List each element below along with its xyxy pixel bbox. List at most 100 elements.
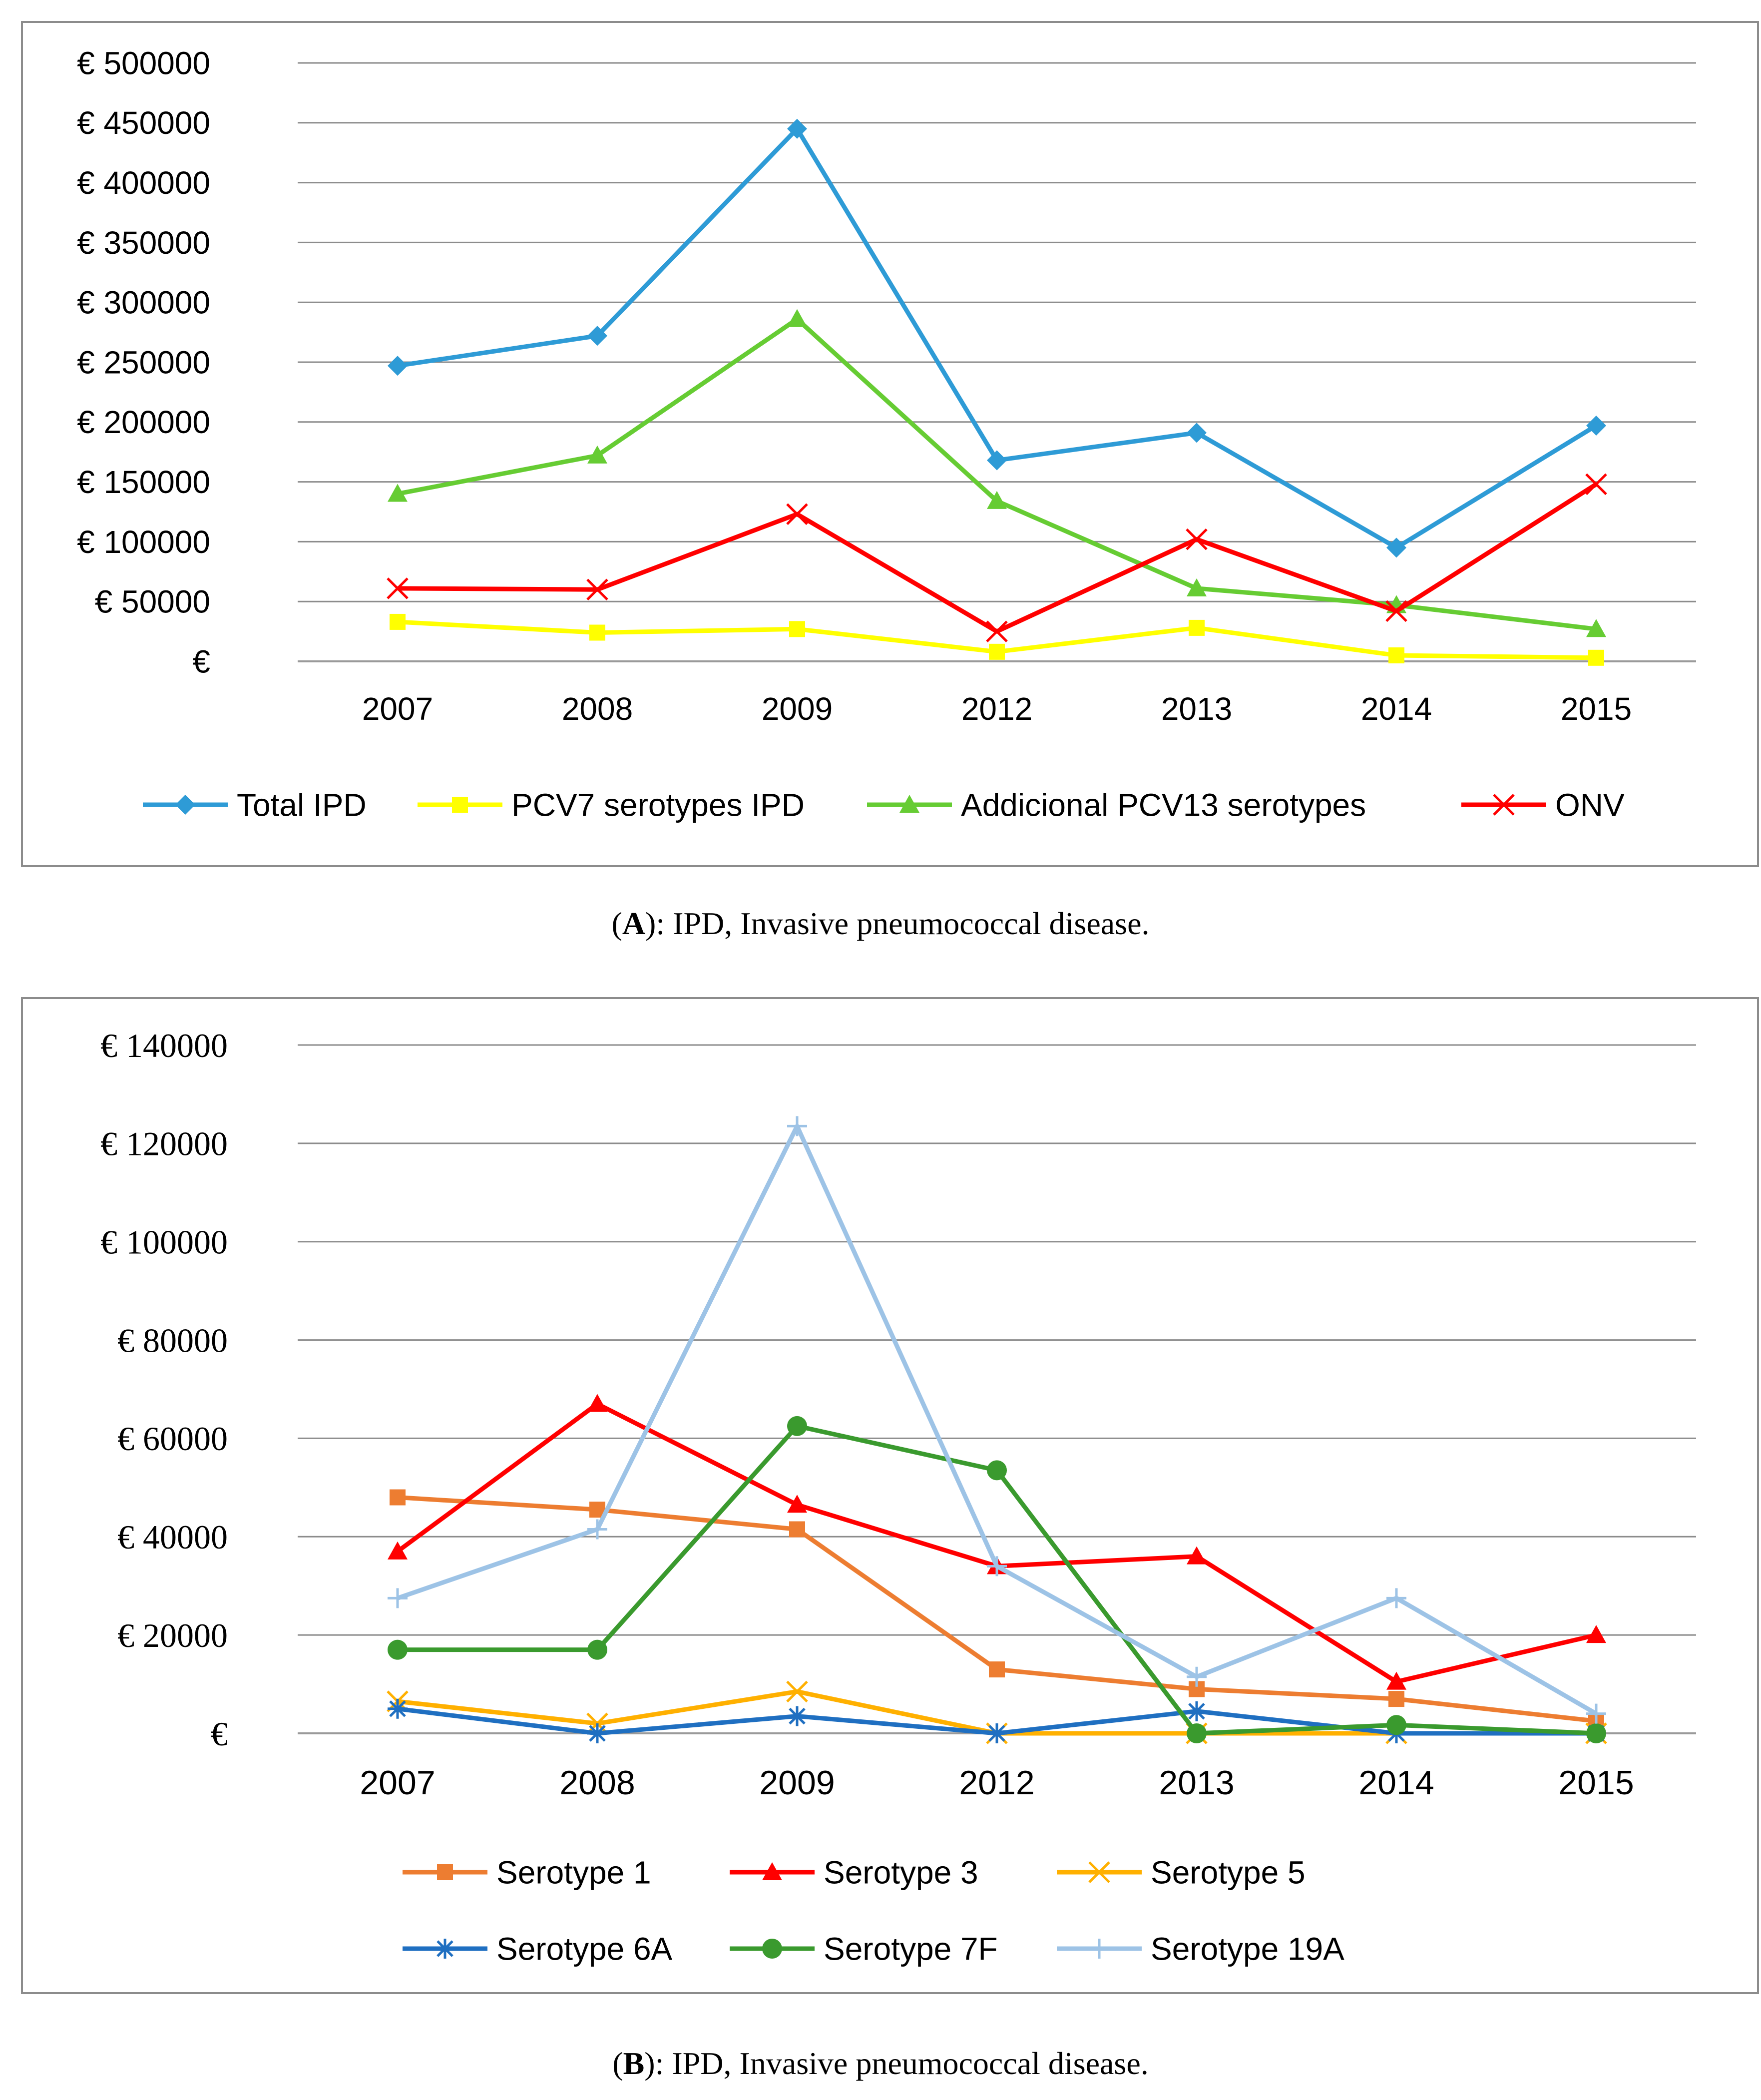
data-point [1187, 1666, 1207, 1687]
data-point [789, 1521, 805, 1538]
plot-area: € € 20000 € 40000 € 60000 € 80000 € 100000 € 1… [100, 1027, 1696, 1802]
chart-b-svg: € € 20000 € 40000 € 60000 € 80000 € 100000 € 1… [100, 1027, 1696, 1967]
chart-panel-b: € € 20000 € 40000 € 60000 € 80000 € 100000 € 1… [21, 997, 1759, 1994]
chart-a-svg: € € 50000 € 100000 € 150000 € 200000 € 250000… [77, 45, 1696, 823]
data-point [787, 1495, 807, 1513]
data-point [989, 1661, 1005, 1678]
plot-area: € € 50000 € 100000 € 150000 € 200000 € 250000… [77, 45, 1696, 727]
y-tick-label: € 40000 [117, 1518, 228, 1556]
legend-label: Addicional PCV13 serotypes [961, 787, 1366, 823]
y-tick-label: € 100000 [100, 1223, 228, 1261]
data-point [987, 491, 1007, 509]
legend-marker [899, 795, 919, 813]
legend-label: Serotype 19A [1151, 1931, 1344, 1967]
data-point [1588, 649, 1604, 666]
y-tick-label: € 250000 [77, 344, 210, 380]
series-onv [387, 473, 1607, 642]
data-point [1586, 415, 1606, 436]
y-tick-label: € 80000 [117, 1321, 228, 1359]
data-point [1187, 1546, 1207, 1565]
series-addicional-pcv13-serotypes [388, 309, 1606, 637]
series-serotype-19a [388, 1116, 1606, 1724]
x-tick-label: 2007 [360, 1764, 435, 1802]
data-point [1586, 619, 1606, 637]
data-point [1187, 578, 1207, 596]
legend-item-serotype-7f: Serotype 7F [730, 1931, 998, 1967]
data-point [388, 1541, 408, 1560]
y-tick-label: € 20000 [117, 1616, 228, 1654]
series-line [396, 1402, 1597, 1684]
data-point [388, 1588, 408, 1608]
data-point [1386, 1671, 1406, 1690]
caption-b-text: ): IPD, Invasive pneumococcal disease. [644, 2046, 1149, 2081]
x-tick-label: 2012 [959, 1764, 1034, 1802]
data-point [786, 1680, 808, 1703]
data-point [1388, 647, 1404, 664]
data-point [987, 1723, 1007, 1743]
data-point [1585, 473, 1607, 496]
y-tick-label: € 300000 [77, 285, 210, 321]
series-serotype-1 [390, 1489, 1604, 1729]
legend-item-serotype-6a: Serotype 6A [403, 1931, 673, 1967]
series-line [397, 126, 1598, 550]
data-point [787, 1416, 807, 1436]
series-line [397, 317, 1597, 631]
legend-marker [435, 1939, 455, 1959]
data-point [787, 1706, 807, 1726]
data-point [587, 326, 607, 346]
y-tick-label: € 60000 [117, 1420, 228, 1458]
x-tick-label: 2008 [559, 1764, 635, 1802]
series-pcv7-serotypes-ipd [390, 613, 1604, 666]
data-point [1386, 1715, 1406, 1735]
data-point [587, 1519, 607, 1540]
legend: Serotype 1 Serotype 3 Serotype 5 Serotype 6… [403, 1854, 1344, 1967]
data-point [390, 613, 406, 630]
x-tick-label: 2014 [1361, 691, 1432, 727]
data-point [1388, 1691, 1404, 1707]
x-tick-label: 2012 [961, 691, 1032, 727]
data-point [587, 1723, 607, 1743]
legend-item-onv: ONV [1461, 787, 1625, 823]
legend-label: Serotype 6A [496, 1931, 673, 1967]
legend-marker [762, 1862, 782, 1880]
caption-a-text: ): IPD, Invasive pneumococcal disease. [645, 906, 1150, 941]
y-tick-label: € 500000 [77, 45, 210, 81]
legend-marker [762, 1939, 782, 1959]
data-point [987, 450, 1007, 471]
caption-b-letter: B [623, 2046, 645, 2081]
legend-marker [1493, 794, 1515, 816]
y-tick-label: € 150000 [77, 464, 210, 500]
data-point [589, 624, 605, 641]
data-point [1385, 600, 1407, 622]
legend-item-serotype-3: Serotype 3 [730, 1854, 978, 1890]
legend-label: Serotype 3 [824, 1854, 978, 1890]
x-tick-label: 2015 [1558, 1764, 1634, 1802]
x-tick-label: 2007 [362, 691, 433, 727]
caption-a: (A): IPD, Invasive pneumococcal disease. [611, 906, 1150, 941]
caption-a-letter: A [622, 906, 646, 941]
data-point [786, 503, 808, 525]
data-point [587, 1394, 607, 1412]
data-point [1386, 537, 1406, 558]
data-point [1187, 1723, 1207, 1743]
data-point [388, 356, 408, 376]
legend-label: Serotype 1 [496, 1854, 651, 1890]
legend-marker [175, 795, 195, 815]
legend-item-pcv7-serotypes-ipd: PCV7 serotypes IPD [418, 787, 805, 823]
data-point [1586, 1703, 1606, 1724]
y-tick-label: € 120000 [100, 1125, 228, 1163]
series-serotype-7f [388, 1416, 1606, 1743]
legend-label: PCV7 serotypes IPD [511, 787, 805, 823]
data-point [587, 445, 607, 464]
data-point [387, 577, 409, 599]
x-tick-label: 2009 [762, 691, 833, 727]
y-tick-label: € 450000 [77, 105, 210, 141]
y-tick-label: € 200000 [77, 404, 210, 440]
legend-item-total-ipd: Total IPD [143, 787, 367, 823]
y-tick-label: € 100000 [77, 524, 210, 560]
data-point [1187, 1701, 1207, 1721]
data-point [787, 1116, 807, 1136]
y-tick-label: € [211, 1715, 228, 1753]
data-point [1586, 1723, 1606, 1743]
data-point [587, 1639, 607, 1660]
